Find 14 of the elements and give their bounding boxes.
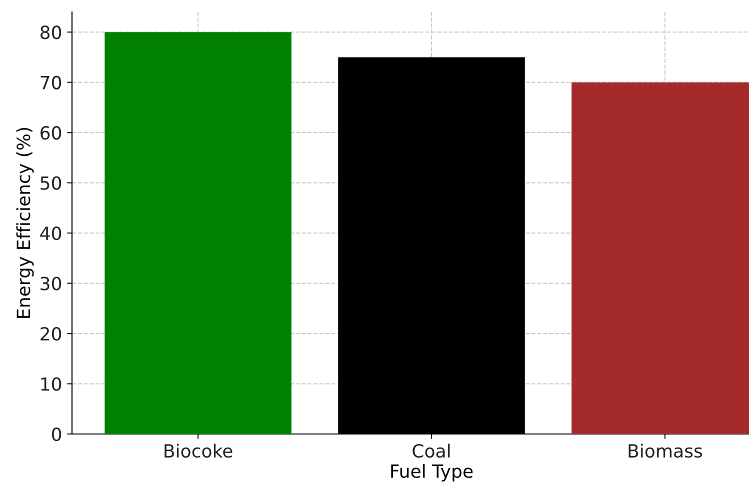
x-tick-label: Biocoke bbox=[164, 444, 232, 458]
x-tick-label: Biomass bbox=[628, 444, 702, 458]
x-tick-label: Coal bbox=[412, 444, 450, 458]
y-axis-title: Energy Efficiency (%) bbox=[16, 128, 34, 318]
y-tick-label: 10 bbox=[41, 377, 62, 391]
y-tick-label: 30 bbox=[40, 276, 62, 290]
y-tick-label: 0 bbox=[52, 427, 62, 442]
y-tick-label: 80 bbox=[40, 26, 62, 40]
y-tick-label: 60 bbox=[40, 126, 62, 140]
y-tick-label: 50 bbox=[40, 176, 62, 190]
x-axis-title: Fuel Type bbox=[391, 464, 473, 482]
y-tick-label: 40 bbox=[40, 226, 62, 240]
y-tick-label: 20 bbox=[40, 326, 62, 341]
y-tick-label: 70 bbox=[40, 76, 62, 90]
